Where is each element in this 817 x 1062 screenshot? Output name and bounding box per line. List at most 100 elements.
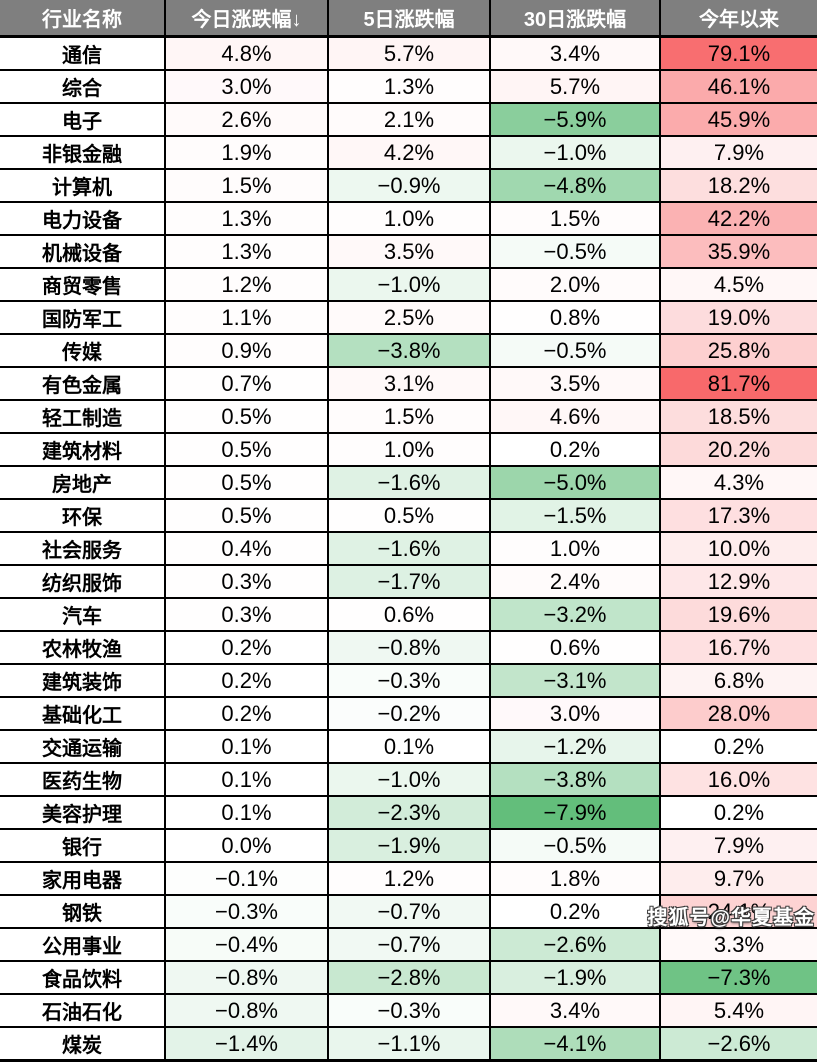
value-cell: 5.7%: [489, 69, 661, 104]
value-cell: 3.4%: [489, 993, 661, 1028]
value-cell: 3.0%: [164, 69, 329, 104]
value-cell: 0.2%: [164, 663, 329, 698]
value-cell: −3.8%: [489, 762, 661, 797]
header-row: 行业名称 今日涨跌幅↓ 5日涨跌幅 30日涨跌幅 今年以来: [0, 0, 817, 38]
column-header-label: 今日涨跌幅: [191, 9, 292, 31]
value-cell: −0.3%: [327, 993, 491, 1028]
value-cell: −1.0%: [489, 135, 661, 170]
table-row: 电子 2.6% 2.1% −5.9% 45.9%: [0, 102, 817, 137]
value-cell: 18.2%: [659, 168, 817, 203]
table-row: 通信 4.8% 5.7% 3.4% 79.1%: [0, 35, 817, 71]
sector-name-cell: 通信: [0, 35, 166, 71]
sector-name-cell: 钢铁: [0, 894, 166, 929]
table-row: 轻工制造 0.5% 1.5% 4.6% 18.5%: [0, 399, 817, 434]
value-cell: −7.3%: [659, 960, 817, 995]
value-cell: 79.1%: [659, 35, 817, 71]
value-cell: 0.2%: [659, 729, 817, 764]
value-cell: −1.1%: [327, 1026, 491, 1062]
value-cell: 0.6%: [327, 597, 491, 632]
sector-name-cell: 纺织服饰: [0, 564, 166, 599]
sector-name-cell: 建筑装饰: [0, 663, 166, 698]
table-row: 石油石化 −0.8% −0.3% 3.4% 5.4%: [0, 993, 817, 1028]
value-cell: 12.9%: [659, 564, 817, 599]
table-row: 计算机 1.5% −0.9% −4.8% 18.2%: [0, 168, 817, 203]
value-cell: 35.9%: [659, 234, 817, 269]
value-cell: −3.2%: [489, 597, 661, 632]
table-row: 国防军工 1.1% 2.5% 0.8% 19.0%: [0, 300, 817, 335]
value-cell: −1.9%: [327, 828, 491, 863]
value-cell: 0.7%: [164, 366, 329, 401]
value-cell: 0.2%: [489, 894, 661, 929]
table-row: 社会服务 0.4% −1.6% 1.0% 10.0%: [0, 531, 817, 566]
table-row: 农林牧渔 0.2% −0.8% 0.6% 16.7%: [0, 630, 817, 665]
value-cell: 10.0%: [659, 531, 817, 566]
value-cell: 0.8%: [489, 300, 661, 335]
sector-name-cell: 计算机: [0, 168, 166, 203]
value-cell: 0.6%: [489, 630, 661, 665]
value-cell: −0.9%: [327, 168, 491, 203]
column-header-industry[interactable]: 行业名称: [0, 0, 166, 38]
column-header-label: 30日涨跌幅: [523, 9, 627, 31]
value-cell: 0.2%: [164, 696, 329, 731]
sector-name-cell: 机械设备: [0, 234, 166, 269]
value-cell: 1.9%: [164, 135, 329, 170]
value-cell: 0.1%: [164, 795, 329, 830]
value-cell: −0.8%: [327, 630, 491, 665]
value-cell: 3.4%: [489, 35, 661, 71]
value-cell: 20.2%: [659, 432, 817, 467]
table-row: 交通运输 0.1% 0.1% −1.2% 0.2%: [0, 729, 817, 764]
table-row: 钢铁 −0.3% −0.7% 0.2% 24.1%: [0, 894, 817, 929]
table-row: 煤炭 −1.4% −1.1% −4.1% −2.6%: [0, 1026, 817, 1062]
value-cell: 28.0%: [659, 696, 817, 731]
value-cell: 16.0%: [659, 762, 817, 797]
sector-name-cell: 社会服务: [0, 531, 166, 566]
value-cell: 3.1%: [327, 366, 491, 401]
table-row: 机械设备 1.3% 3.5% −0.5% 35.9%: [0, 234, 817, 269]
value-cell: 0.5%: [164, 465, 329, 500]
sector-name-cell: 农林牧渔: [0, 630, 166, 665]
table-row: 有色金属 0.7% 3.1% 3.5% 81.7%: [0, 366, 817, 401]
value-cell: 81.7%: [659, 366, 817, 401]
column-header-ytd[interactable]: 今年以来: [659, 0, 817, 38]
value-cell: −2.8%: [327, 960, 491, 995]
value-cell: −1.4%: [164, 1026, 329, 1062]
value-cell: 42.2%: [659, 201, 817, 236]
value-cell: 18.5%: [659, 399, 817, 434]
column-header-30day-change[interactable]: 30日涨跌幅: [489, 0, 661, 38]
value-cell: −1.9%: [489, 960, 661, 995]
table-row: 建筑材料 0.5% 1.0% 0.2% 20.2%: [0, 432, 817, 467]
column-header-5day-change[interactable]: 5日涨跌幅: [327, 0, 491, 38]
value-cell: 0.5%: [164, 498, 329, 533]
value-cell: −1.7%: [327, 564, 491, 599]
column-header-today-change[interactable]: 今日涨跌幅↓: [164, 0, 329, 38]
value-cell: 4.2%: [327, 135, 491, 170]
table-header: 行业名称 今日涨跌幅↓ 5日涨跌幅 30日涨跌幅 今年以来: [0, 0, 817, 38]
value-cell: 0.9%: [164, 333, 329, 368]
value-cell: −1.6%: [327, 531, 491, 566]
sector-name-cell: 食品饮料: [0, 960, 166, 995]
table-row: 银行 0.0% −1.9% −0.5% 7.9%: [0, 828, 817, 863]
table-row: 食品饮料 −0.8% −2.8% −1.9% −7.3%: [0, 960, 817, 995]
value-cell: 1.3%: [164, 201, 329, 236]
value-cell: −0.2%: [327, 696, 491, 731]
value-cell: 16.7%: [659, 630, 817, 665]
value-cell: 1.0%: [327, 201, 491, 236]
value-cell: 3.5%: [327, 234, 491, 269]
value-cell: 6.8%: [659, 663, 817, 698]
table-row: 纺织服饰 0.3% −1.7% 2.4% 12.9%: [0, 564, 817, 599]
value-cell: −0.8%: [164, 993, 329, 1028]
sector-name-cell: 建筑材料: [0, 432, 166, 467]
value-cell: 19.0%: [659, 300, 817, 335]
table-row: 家用电器 −0.1% 1.2% 1.8% 9.7%: [0, 861, 817, 896]
value-cell: 7.9%: [659, 135, 817, 170]
value-cell: −2.3%: [327, 795, 491, 830]
value-cell: 0.3%: [164, 597, 329, 632]
value-cell: 0.2%: [489, 432, 661, 467]
value-cell: 1.5%: [489, 201, 661, 236]
value-cell: −2.6%: [659, 1026, 817, 1062]
table-row: 环保 0.5% 0.5% −1.5% 17.3%: [0, 498, 817, 533]
value-cell: −0.5%: [489, 234, 661, 269]
value-cell: −3.1%: [489, 663, 661, 698]
value-cell: 2.6%: [164, 102, 329, 137]
